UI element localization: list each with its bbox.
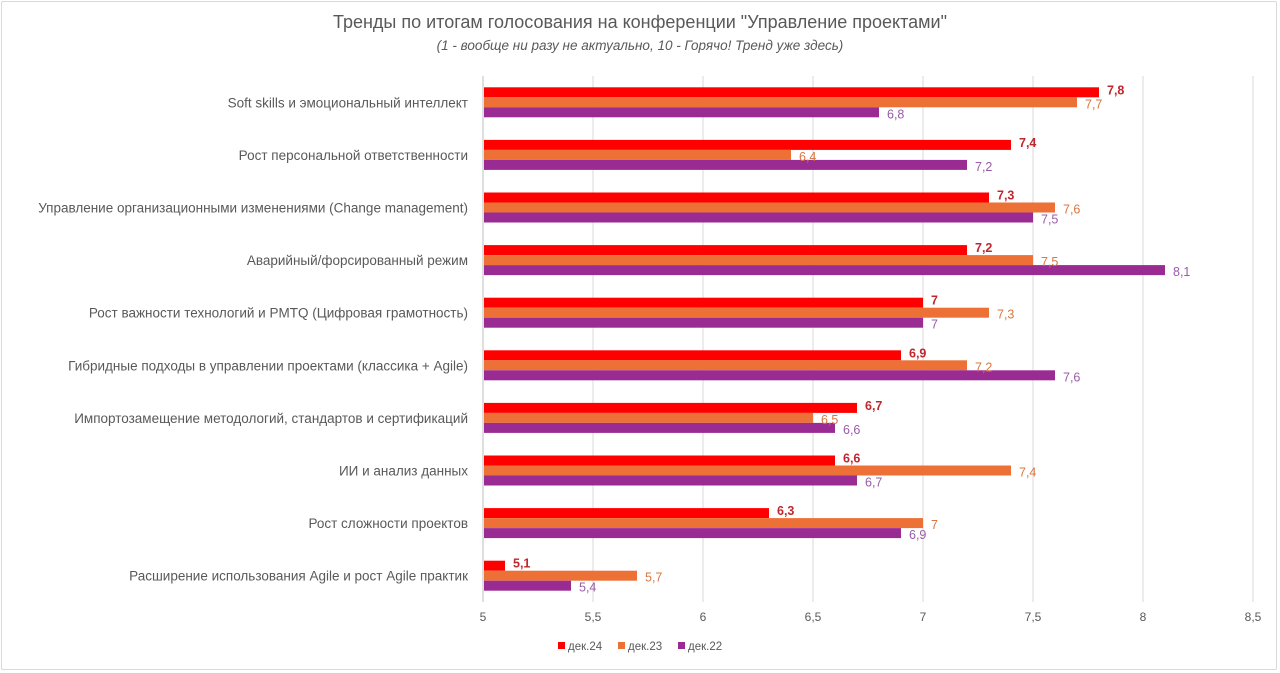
data-label: 5,1 [513,557,530,571]
bar-дек.24 [484,192,989,203]
bar-дек.24 [484,455,835,466]
data-label: 6,7 [865,399,882,413]
data-label: 7,2 [975,360,992,374]
legend-label: дек.23 [628,641,662,653]
data-label: 7,6 [1063,203,1080,217]
data-label: 6,7 [865,476,882,490]
chart-title: Тренды по итогам голосования на конферен… [332,12,947,32]
data-label: 7,2 [975,241,992,255]
data-label: 7,2 [975,160,992,174]
data-labels: 7,8 7,7 6,8 7,4 6,4 7,2 7,3 7,6 7,5 7,2 7,5 8,1 7 7,3… [513,83,1190,594]
data-label: 6,6 [843,452,860,466]
bar-дек.24 [484,87,1099,98]
x-tick-labels: 5 5,5 6 6,5 7 7,5 8 8,5 [480,610,1262,624]
bars [484,87,1165,591]
data-label: 6,3 [777,504,794,518]
x-tick-label: 8 [1140,610,1147,624]
legend-swatch [558,642,565,649]
data-label: 7,6 [1063,370,1080,384]
bar-дек.23 [484,518,923,529]
x-tick-label: 6 [700,610,707,624]
category-label: Аварийный/форсированный режим [247,253,468,268]
data-label: 7,5 [1041,255,1058,269]
data-label: 6,4 [799,150,816,164]
bar-дек.23 [484,360,967,371]
data-label: 7,3 [997,189,1014,203]
bar-дек.24 [484,402,857,413]
chart-subtitle: (1 - вообще ни разу не актуально, 10 - Г… [436,38,844,53]
bar-дек.23 [484,570,637,581]
category-labels: Soft skills и эмоциональный интеллект Рос… [38,95,468,583]
category-label: Управление организационными изменениями … [38,201,468,216]
bar-дек.22 [484,212,1033,223]
category-label: Рост важности технологий и PMTQ (Цифрова… [89,306,468,321]
legend-label: дек.22 [688,641,722,653]
data-label: 7 [931,294,938,308]
x-tick-label: 5 [480,610,487,624]
data-label: 6,5 [821,413,838,427]
x-tick-label: 7,5 [1025,610,1042,624]
data-label: 7,3 [997,308,1014,322]
category-label: Импортозамещение методологий, стандартов… [74,411,468,426]
data-label: 7 [931,518,938,532]
data-label: 7,7 [1085,97,1102,111]
bar-дек.22 [484,580,571,591]
data-label: 6,9 [909,528,926,542]
bar-дек.22 [484,475,857,486]
bar-дек.23 [484,412,813,423]
data-label: 6,9 [909,346,926,360]
category-label: Soft skills и эмоциональный интеллект [228,95,468,110]
category-label: ИИ и анализ данных [339,464,468,479]
bar-дек.22 [484,159,967,170]
bar-дек.23 [484,307,989,318]
legend-swatch [678,642,685,649]
bar-дек.24 [484,560,505,571]
data-label: 8,1 [1173,265,1190,279]
bar-дек.23 [484,149,791,160]
bar-дек.24 [484,508,769,519]
bar-дек.24 [484,350,901,361]
data-label: 5,4 [579,581,596,595]
legend-swatch [618,642,625,649]
data-label: 7 [931,318,938,332]
data-label: 6,6 [843,423,860,437]
x-tick-label: 7 [920,610,927,624]
bar-дек.23 [484,202,1055,213]
data-label: 7,8 [1107,83,1124,97]
bar-дек.22 [484,422,835,433]
category-label: Рост персональной ответственности [239,148,468,163]
legend-label: дек.24 [568,641,603,653]
x-tick-label: 8,5 [1245,610,1262,624]
bar-дек.23 [484,465,1011,476]
bar-дек.24 [484,245,967,256]
data-label: 7,5 [1041,213,1058,227]
bar-дек.22 [484,528,901,539]
bar-дек.22 [484,107,879,118]
category-label: Расширение использования Agile и рост Ag… [129,569,468,584]
data-label: 7,4 [1019,136,1036,150]
category-label: Гибридные подходы в управлении проектами… [68,358,468,373]
bar-дек.24 [484,139,1011,150]
bar-дек.22 [484,317,923,328]
bar-дек.22 [484,265,1165,276]
bar-дек.23 [484,255,1033,266]
bar-дек.23 [484,97,1077,108]
x-tick-label: 6,5 [805,610,822,624]
data-label: 7,4 [1019,466,1036,480]
data-label: 6,8 [887,107,904,121]
bar-дек.22 [484,370,1055,381]
category-label: Рост сложности проектов [308,516,468,531]
bar-дек.24 [484,297,923,308]
legend: дек.24 дек.23 дек.22 [558,641,722,653]
x-tick-label: 5,5 [585,610,602,624]
data-label: 5,7 [645,571,662,585]
